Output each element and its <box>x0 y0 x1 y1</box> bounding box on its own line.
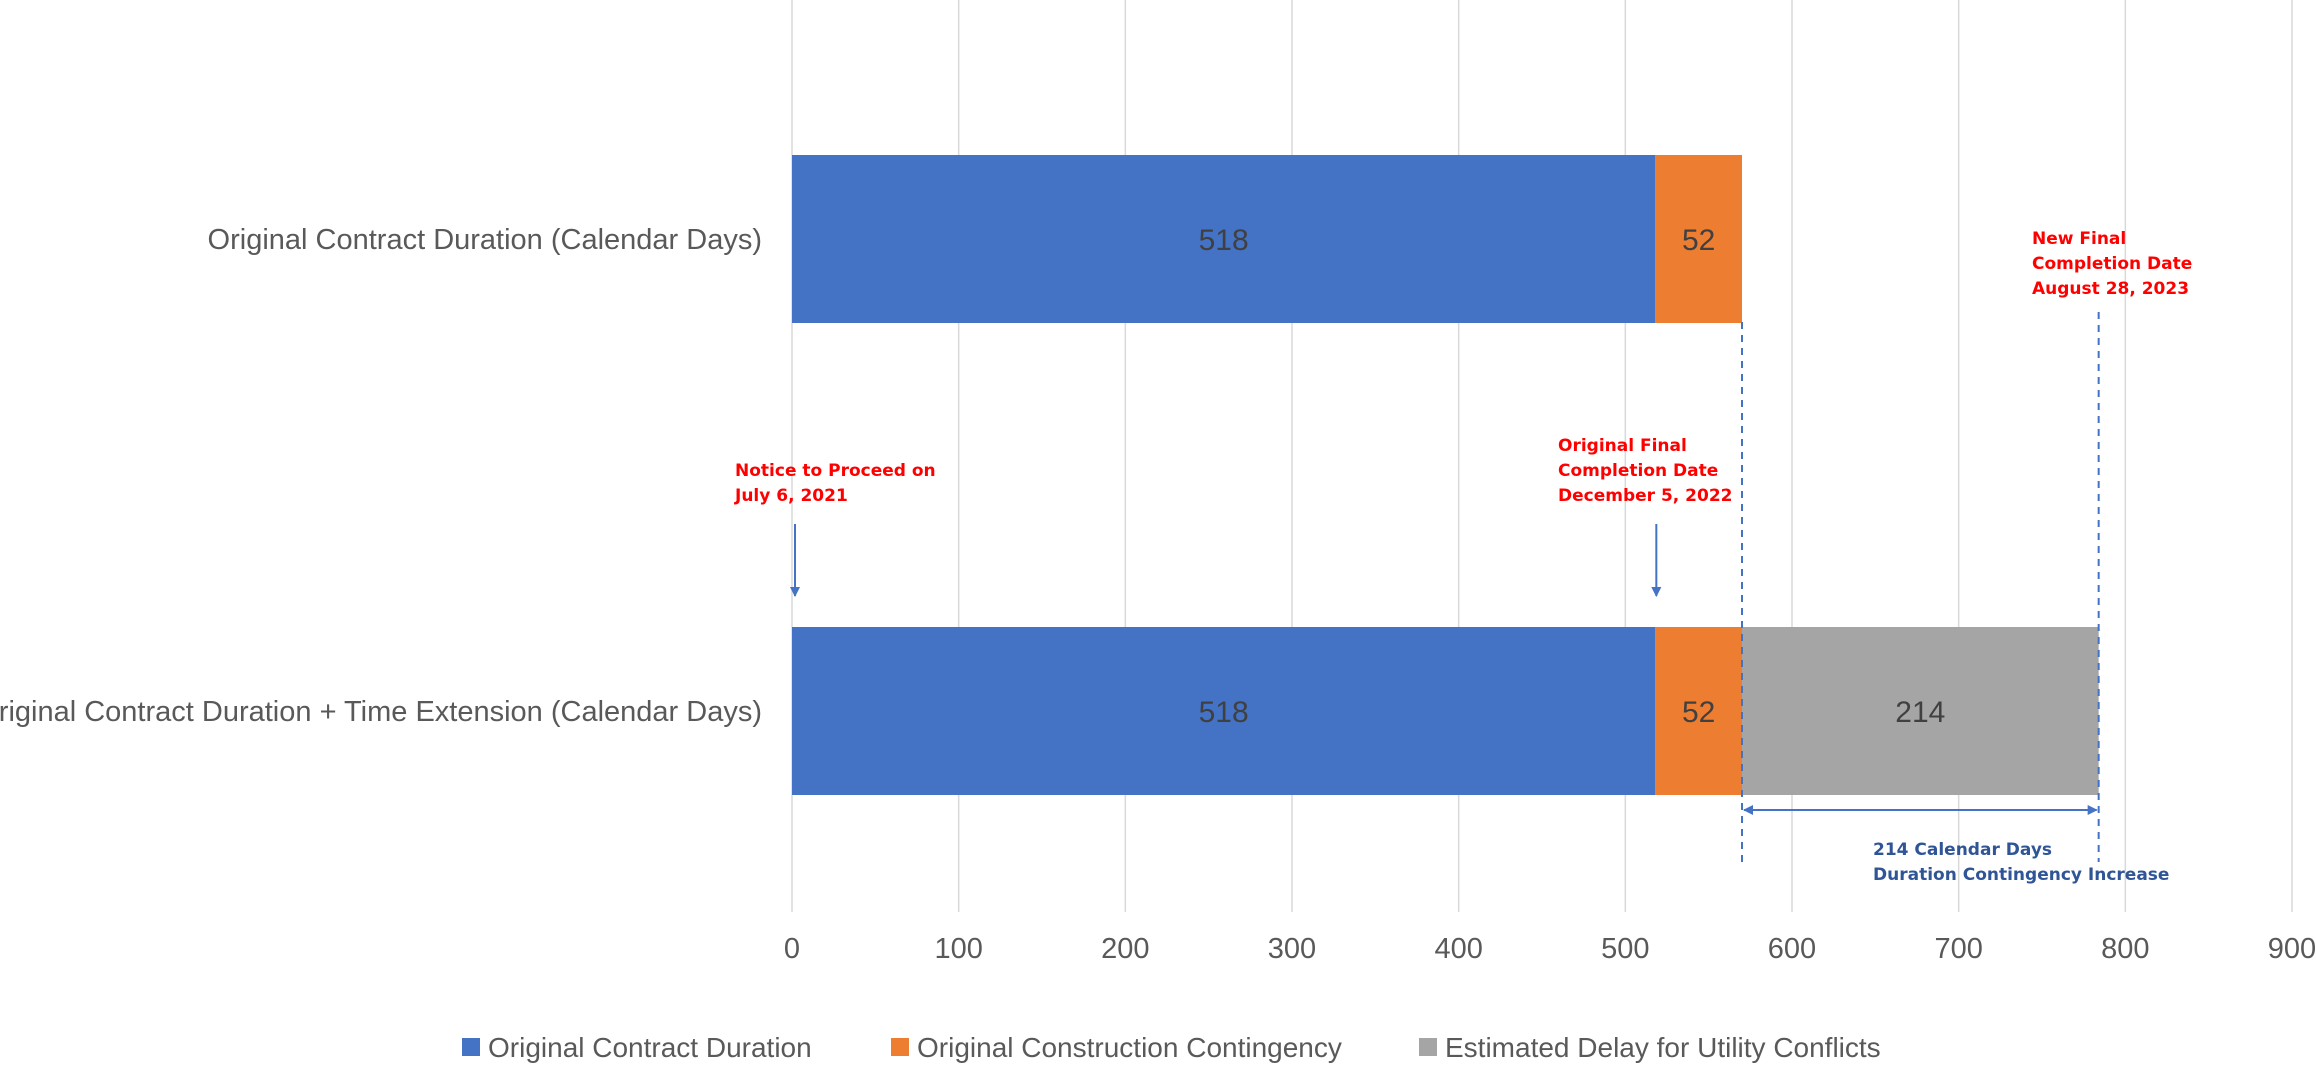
bar-data-label: 52 <box>1682 224 1715 257</box>
bar-data-label: 518 <box>1199 696 1249 729</box>
annotation-text: July 6, 2021 <box>734 486 848 506</box>
annotation-text: August 28, 2023 <box>2032 279 2189 299</box>
x-tick-label: 900 <box>2268 933 2316 965</box>
annotation-text: Completion Date <box>1558 461 1718 481</box>
annotation-text: Duration Contingency Increase <box>1873 865 2169 885</box>
x-tick-label: 600 <box>1768 933 1816 965</box>
annotations: Notice to Proceed on July 6, 2021 Original… <box>734 229 2192 885</box>
x-tick-label: 0 <box>784 933 800 965</box>
legend-swatch <box>891 1038 909 1056</box>
category-label: Original Contract Duration (Calendar Day… <box>208 224 762 256</box>
bar-data-label: 518 <box>1199 224 1249 257</box>
legend-entry: Original Contract Duration <box>488 1032 812 1063</box>
annotation-text: Completion Date <box>2032 254 2192 274</box>
annotation-text: Notice to Proceed on <box>735 461 936 481</box>
annotation-text: New Final <box>2032 229 2126 249</box>
x-axis-tick-labels: 0 100 200 300 400 500 600 700 800 900 <box>784 933 2316 965</box>
bar-segment <box>792 627 1656 795</box>
x-tick-label: 700 <box>1934 933 1982 965</box>
x-tick-label: 300 <box>1268 933 1316 965</box>
bar-segment <box>1655 155 1742 323</box>
gridlines <box>791 0 2293 912</box>
annotation-text: December 5, 2022 <box>1558 486 1732 506</box>
bar-segment <box>792 155 1656 323</box>
x-tick-label: 200 <box>1101 933 1149 965</box>
legend-swatch <box>1419 1038 1437 1056</box>
category-label: Original Contract Duration + Time Extens… <box>0 696 762 728</box>
x-tick-label: 400 <box>1434 933 1482 965</box>
bar-data-label: 214 <box>1895 696 1945 729</box>
bar-segment <box>1655 627 1742 795</box>
annotation-text: Original Final <box>1558 436 1687 456</box>
legend-entry: Original Construction Contingency <box>917 1032 1342 1063</box>
x-tick-label: 500 <box>1601 933 1649 965</box>
bar-data-label: 52 <box>1682 696 1715 729</box>
x-tick-label: 100 <box>934 933 982 965</box>
bars: 518 52 518 52 214 <box>792 155 2099 795</box>
legend-swatch <box>462 1038 480 1056</box>
bar-segment <box>1742 627 2099 795</box>
x-tick-label: 800 <box>2101 933 2149 965</box>
annotation-text: 214 Calendar Days <box>1873 840 2052 860</box>
legend: Original Contract Duration Original Const… <box>462 1032 1881 1063</box>
legend-entry: Estimated Delay for Utility Conflicts <box>1445 1032 1881 1063</box>
category-labels: Original Contract Duration (Calendar Day… <box>0 224 762 728</box>
